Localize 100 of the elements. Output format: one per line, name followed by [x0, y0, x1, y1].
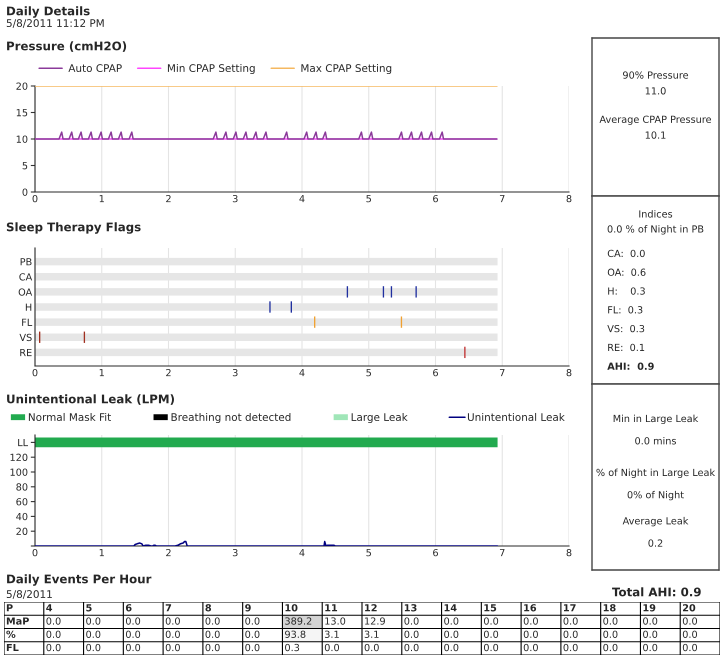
x-tick-label: 15 [484, 604, 496, 612]
text: % of Night in Large Leak [596, 468, 716, 478]
x-tick-label: 1 [100, 549, 104, 556]
text: 0.2 [648, 539, 662, 547]
x-tick-label: 19 [644, 604, 656, 612]
data-label: 0.0 [324, 644, 340, 652]
text: CA: 0.0 [608, 250, 645, 258]
text: Indices [639, 210, 672, 218]
x-tick-label: 5 [366, 195, 371, 202]
x-tick-label: 10 [286, 604, 298, 612]
legend-label: Auto CPAP [68, 64, 122, 72]
y-tick-label: 0 [22, 188, 28, 196]
data-label: 0.0 [484, 630, 498, 638]
text: 0% of Night [628, 490, 684, 500]
y-tick-label: LL [18, 439, 28, 446]
x-tick-label: 4 [299, 549, 305, 556]
data-label: 0.0 [166, 644, 180, 652]
data-label: 12.9 [365, 617, 385, 625]
text: OA: 0.6 [608, 268, 646, 276]
y-tick-label: 60 [16, 498, 28, 506]
data-label: 0.0 [46, 617, 61, 625]
y-tick-label: CA [19, 273, 32, 281]
y-tick-label: 100 [10, 468, 28, 476]
x-tick-label: 3 [232, 194, 238, 202]
data-label: 0.0 [364, 644, 379, 652]
data-label: 0.0 [206, 630, 220, 638]
y-tick-label: H [26, 304, 32, 311]
x-tick-label: 0 [32, 548, 38, 556]
legend-label: Max CPAP Setting [301, 64, 392, 74]
legend-label: Large Leak [352, 412, 408, 424]
x-tick-label: 8 [566, 194, 572, 202]
x-tick-label: 4 [299, 369, 305, 376]
text: 11.0 [646, 87, 666, 95]
data-label: 0.0 [643, 630, 658, 638]
x-tick-label: 8 [566, 548, 572, 556]
x-tick-label: 2 [166, 368, 171, 376]
chart-title: Unintentional Leak (LPM) [7, 394, 174, 405]
data-label: 0.0 [524, 630, 538, 638]
x-tick-label: 5 [366, 369, 371, 376]
data-label: 0.0 [444, 630, 458, 638]
y-tick-label: VS [19, 334, 32, 342]
x-tick-label: 7 [500, 369, 505, 376]
data-label: 93.8 [285, 630, 306, 638]
y-tick-label: % [6, 630, 16, 638]
x-tick-label: 16 [524, 604, 536, 612]
data-label: 0.0 [126, 644, 140, 652]
data-label: 0.0 [643, 617, 658, 625]
text: Average Leak [622, 516, 688, 526]
text: Average CPAP Pressure [600, 116, 712, 125]
x-tick-label: 9 [245, 604, 251, 612]
x-tick-label: 0 [32, 194, 38, 202]
x-tick-label: 4 [46, 604, 52, 612]
data-label: 0.0 [46, 630, 61, 638]
x-tick-label: 7 [500, 549, 505, 556]
y-tick-label: 10 [16, 135, 28, 143]
x-tick-label: 6 [126, 604, 132, 612]
x-tick-label: 1 [100, 369, 104, 376]
x-tick-label: 5 [86, 604, 92, 612]
data-label: 0.0 [603, 644, 618, 652]
text: 90% Pressure [623, 71, 688, 79]
data-label: 0.0 [484, 644, 498, 652]
data-label: 0.0 [444, 644, 458, 652]
data-label: 0.0 [682, 644, 698, 652]
x-tick-label: 12 [365, 604, 377, 612]
y-tick-label: FL [6, 644, 19, 652]
y-tick-label: 15 [16, 109, 28, 116]
y-tick-label: PB [20, 258, 32, 266]
legend-label: Normal Mask Fit [28, 412, 111, 422]
x-tick-label: 4 [299, 195, 305, 202]
y-tick-label: MaP [6, 617, 29, 625]
data-label: 0.0 [404, 630, 419, 638]
text: 10.1 [646, 131, 666, 139]
data-label: 0.0 [603, 617, 618, 625]
data-label: 0.3 [285, 644, 300, 652]
data-label: 0.0 [86, 617, 100, 625]
text: FL: 0.3 [608, 306, 642, 314]
data-label: 0.0 [245, 630, 260, 638]
data-label: 0.0 [86, 644, 100, 652]
data-label: 0.0 [404, 617, 419, 625]
legend-label: Breathing not detected [172, 412, 290, 424]
y-tick-label: OA [18, 288, 32, 296]
y-tick-label: 20 [16, 82, 28, 90]
x-tick-label: 20 [682, 604, 696, 612]
chart-subtitle: 5/8/2011 [6, 590, 52, 599]
data-label: 0.0 [603, 630, 618, 638]
data-label: 3.1 [364, 630, 379, 638]
data-label: 0.0 [86, 630, 100, 638]
y-tick-label: 40 [16, 512, 28, 520]
data-label: 0.0 [682, 617, 698, 625]
text: Daily Details [7, 6, 90, 18]
legend-label: Unintentional Leak [468, 412, 565, 422]
y-tick-label: RE [20, 348, 32, 356]
data-label: 0.0 [46, 644, 61, 652]
text: Min in Large Leak [614, 414, 698, 424]
legend-label: Min CPAP Setting [168, 64, 255, 74]
x-tick-label: 7 [500, 195, 505, 202]
x-tick-label: 8 [205, 604, 212, 612]
x-tick-label: 3 [232, 548, 238, 556]
text: H: 0.3 [608, 287, 645, 295]
data-label: 0.0 [245, 617, 260, 625]
